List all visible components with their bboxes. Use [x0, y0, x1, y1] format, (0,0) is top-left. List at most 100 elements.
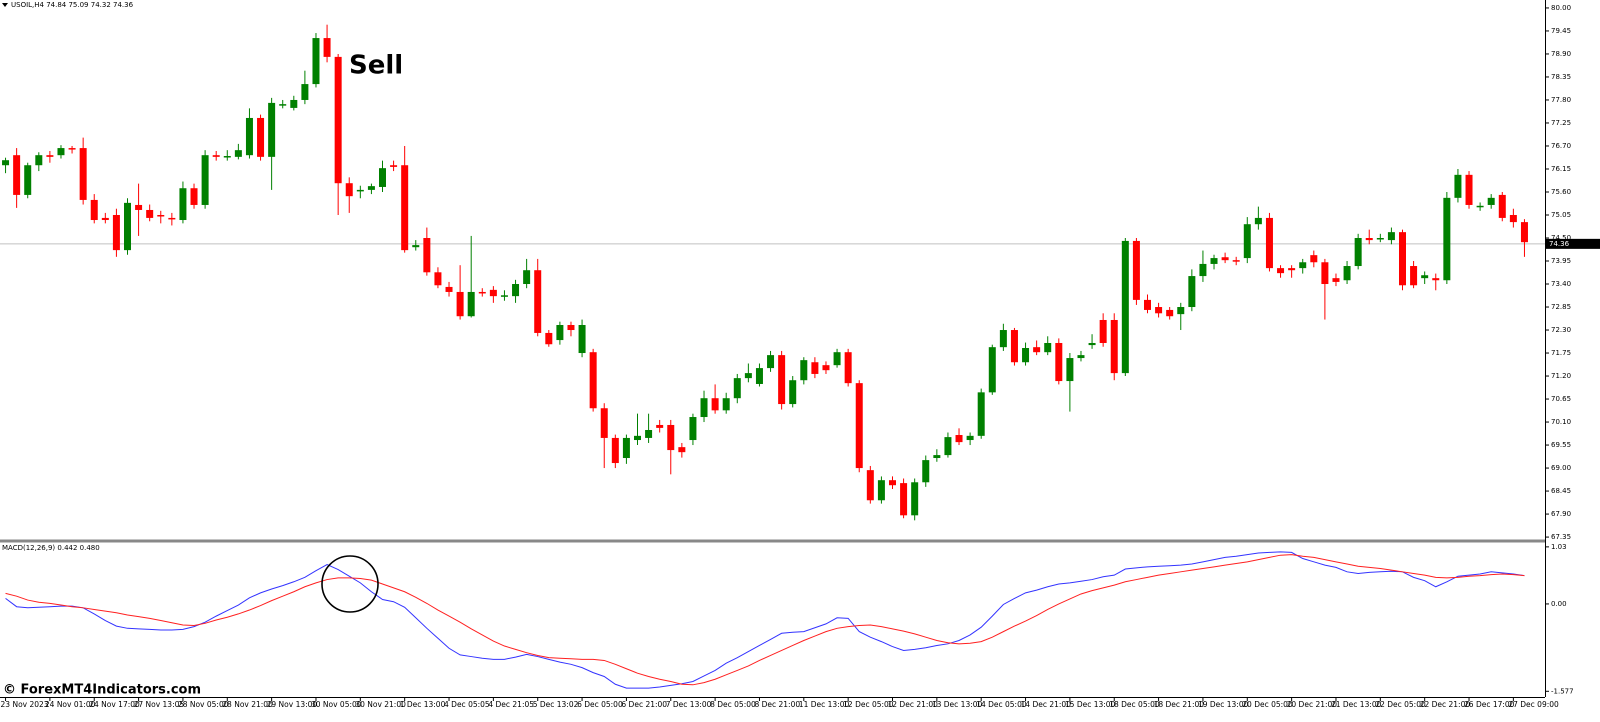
candle-body: [1509, 214, 1517, 223]
candle-body: [268, 102, 276, 157]
candle-body: [90, 199, 98, 221]
y-tick-label: 70.10: [1551, 418, 1571, 426]
candle-body: [877, 480, 885, 501]
candle-body: [312, 38, 320, 85]
candle-body: [467, 291, 475, 317]
candle-body: [911, 482, 919, 516]
x-tick-label: 8 Dec 05:00: [710, 700, 756, 709]
candle-body: [345, 183, 353, 197]
y-tick-label: 78.35: [1551, 73, 1571, 81]
candle-body: [401, 165, 409, 251]
y-tick-label: 78.90: [1551, 50, 1571, 58]
candle-body: [1387, 232, 1395, 241]
symbol-header: USOIL,H4 74.84 75.09 74.32 74.36: [11, 1, 134, 9]
candle-body: [379, 168, 386, 187]
current-price-box: [1546, 238, 1600, 249]
candle-body: [212, 155, 220, 157]
candle-body: [645, 429, 653, 438]
candle-body: [456, 291, 464, 317]
symbol-menu-arrow: [2, 3, 8, 7]
candle-body: [412, 245, 420, 248]
candle-body: [1454, 174, 1462, 198]
candle-body: [1232, 260, 1240, 262]
candle-body: [578, 325, 586, 354]
x-tick-label: 4 Dec 21:05: [488, 700, 534, 709]
x-tick-label: 7 Dec 13:00: [666, 700, 712, 709]
candle-body: [1443, 197, 1451, 281]
candle-body: [1376, 238, 1384, 240]
candle-body: [1210, 258, 1218, 264]
y-tick-label: 76.70: [1551, 142, 1571, 150]
candle-body: [434, 272, 442, 286]
candle-body: [478, 291, 486, 294]
x-tick-label: 15 Dec 13:00: [1065, 700, 1116, 709]
y-tick-label: 80.00: [1551, 4, 1571, 12]
candle-body: [1476, 205, 1484, 208]
candle-body: [556, 325, 564, 341]
candle-body: [223, 156, 231, 158]
watermark: © ForexMT4Indicators.com: [3, 683, 201, 698]
candle-body: [257, 117, 265, 157]
y-tick-label: 77.25: [1551, 119, 1571, 127]
candle-body: [1243, 224, 1251, 259]
candle-body: [955, 435, 963, 443]
candle-body: [1410, 266, 1418, 286]
x-tick-label: 23 Nov 2023: [1, 700, 49, 709]
candle-body: [1055, 342, 1063, 382]
y-tick-label: 0.00: [1551, 600, 1567, 608]
candle-body: [190, 188, 198, 205]
candle-body: [767, 355, 775, 369]
candle-body: [733, 378, 741, 399]
candle-body: [323, 38, 331, 57]
candle-body: [711, 398, 719, 411]
candle-body: [367, 186, 375, 190]
candle-body: [1077, 355, 1085, 359]
candle-body: [833, 352, 841, 366]
candle-body: [1432, 278, 1440, 281]
sell-annotation: Sell: [349, 51, 403, 81]
candle-body: [168, 217, 176, 220]
candle-body: [1066, 358, 1074, 382]
candle-body: [1487, 197, 1495, 205]
candle-body: [988, 347, 996, 393]
candle-body: [1121, 240, 1129, 374]
candle-body: [68, 148, 76, 150]
candle-body: [1166, 309, 1174, 317]
candle-body: [1088, 342, 1096, 346]
candle-body: [722, 398, 730, 411]
candle-body: [1277, 268, 1285, 274]
candle-body: [567, 325, 575, 331]
candle-body: [589, 352, 597, 409]
y-tick-label: 69.55: [1551, 441, 1571, 449]
macd-header: MACD(12,26,9) 0.442 0.480: [2, 544, 100, 552]
y-tick-label: 75.60: [1551, 188, 1571, 196]
x-tick-label: 14 Dec 05:00: [976, 700, 1027, 709]
x-tick-label: 12 Dec 21:00: [888, 700, 939, 709]
candle-body: [1343, 266, 1351, 281]
candle-body: [301, 84, 309, 100]
candle-body: [944, 437, 952, 456]
candle-body: [46, 155, 54, 157]
candle-body: [2, 160, 10, 166]
candle-body: [1365, 238, 1373, 241]
y-tick-label: -1.577: [1551, 687, 1574, 695]
x-tick-label: 6 Dec 21:00: [621, 700, 667, 709]
candle-body: [889, 480, 896, 486]
candle-body: [523, 270, 531, 285]
candle-body: [1520, 222, 1528, 243]
y-tick-label: 74.50: [1551, 234, 1571, 242]
y-tick-label: 69.00: [1551, 464, 1571, 472]
candle-body: [744, 373, 752, 379]
candle-body: [855, 383, 863, 469]
marks: 80.00 79.45 78.90 78.35 77.80 77.25 76.70 76.15…: [0, 4, 1600, 709]
candle-body: [1354, 238, 1362, 267]
candle-body: [146, 209, 154, 218]
y-tick-label: 73.95: [1551, 257, 1571, 265]
candle-body: [24, 165, 32, 195]
candle-body: [999, 330, 1007, 348]
x-tick-label: 8 Dec 21:00: [754, 700, 800, 709]
candle-body: [1199, 263, 1207, 277]
candle-body: [124, 202, 131, 251]
candle-body: [678, 447, 686, 453]
y-tick-label: 72.85: [1551, 303, 1571, 311]
